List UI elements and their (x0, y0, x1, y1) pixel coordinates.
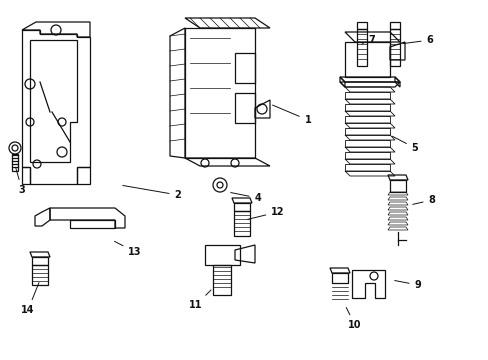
Text: 14: 14 (21, 283, 39, 315)
Text: 3: 3 (16, 168, 25, 195)
Text: 8: 8 (412, 195, 434, 205)
Text: 12: 12 (247, 207, 284, 219)
Bar (32, 257, 48, 265)
Text: 2: 2 (122, 185, 181, 200)
Bar (12, 154, 18, 171)
Bar (235, 93, 254, 123)
Bar (345, 42, 389, 77)
Bar (235, 53, 254, 83)
Text: 9: 9 (394, 280, 421, 290)
Text: 6: 6 (402, 35, 432, 45)
Bar (331, 273, 347, 283)
Text: 7: 7 (361, 35, 375, 45)
Bar (184, 28, 254, 158)
Text: 10: 10 (346, 307, 361, 330)
Bar (234, 211, 249, 236)
Text: 4: 4 (230, 193, 261, 203)
Bar (77, 167, 90, 184)
Bar (234, 203, 249, 211)
Bar (389, 29, 399, 66)
Text: 13: 13 (114, 241, 142, 257)
Bar (204, 245, 240, 265)
Text: 5: 5 (392, 136, 418, 153)
Bar (389, 180, 405, 192)
Text: 1: 1 (272, 105, 311, 125)
Bar (356, 29, 366, 66)
Bar (22, 167, 30, 184)
Bar (213, 265, 230, 295)
Bar (356, 22, 366, 29)
Text: 11: 11 (189, 290, 211, 310)
Bar (389, 22, 399, 29)
Bar (32, 265, 48, 285)
